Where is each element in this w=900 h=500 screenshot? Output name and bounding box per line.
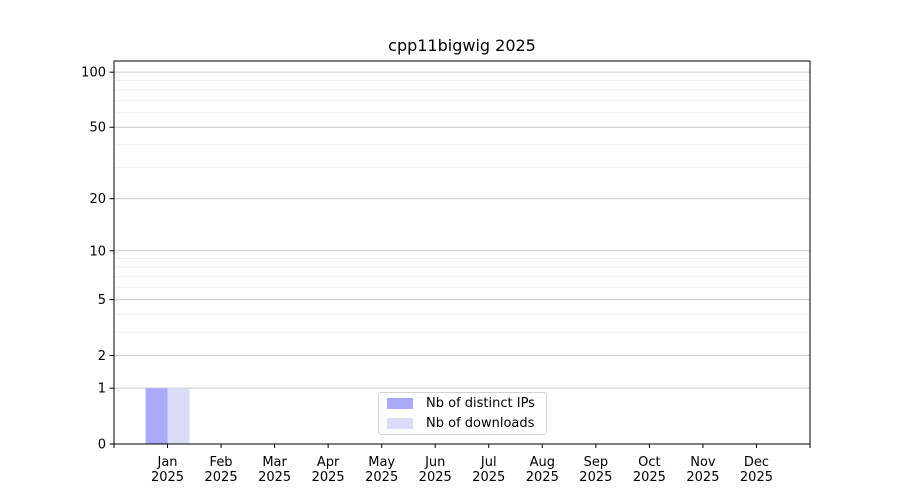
x-tick-label-year: 2025 — [472, 470, 505, 485]
x-tick-label-year: 2025 — [258, 470, 291, 485]
bar-series0-jan — [145, 388, 168, 444]
x-tick-label-year: 2025 — [365, 470, 398, 485]
x-tick-label-month: Nov — [690, 455, 716, 470]
x-tick-label-year: 2025 — [205, 470, 238, 485]
legend: Nb of distinct IPs Nb of downloads — [378, 392, 547, 435]
x-tick-label-year: 2025 — [419, 470, 452, 485]
x-tick-label-year: 2025 — [312, 470, 345, 485]
legend-label-distinct-ips: Nb of distinct IPs — [426, 396, 535, 411]
y-tick-label: 1 — [98, 382, 106, 397]
x-tick-label-month: Feb — [210, 455, 233, 470]
x-tick-label-year: 2025 — [579, 470, 612, 485]
x-tick-label-month: May — [368, 455, 395, 470]
x-tick-label-month: Apr — [317, 455, 340, 470]
chart-title: cpp11bigwig 2025 — [388, 36, 536, 55]
y-tick-label: 0 — [98, 438, 106, 453]
bar-series1-jan — [167, 388, 190, 444]
x-tick-label-year: 2025 — [740, 470, 773, 485]
legend-label-downloads: Nb of downloads — [426, 416, 535, 431]
y-tick-label: 20 — [89, 192, 106, 207]
legend-item-downloads: Nb of downloads — [379, 416, 546, 431]
x-tick-label-month: Mar — [262, 455, 287, 470]
x-tick-label-year: 2025 — [686, 470, 719, 485]
y-tick-label: 2 — [98, 349, 106, 364]
x-tick-label-month: Oct — [638, 455, 660, 470]
x-tick-label-year: 2025 — [633, 470, 666, 485]
y-tick-label: 100 — [81, 66, 106, 81]
axis-frame — [113, 60, 811, 445]
x-tick-label-month: Jul — [480, 455, 497, 470]
x-tick-label-month: Dec — [744, 455, 769, 470]
legend-swatch-distinct-ips — [387, 398, 413, 409]
x-tick-label-month: Jun — [424, 455, 445, 470]
x-tick-label-month: Sep — [584, 455, 609, 470]
x-tick-label-month: Jan — [157, 455, 178, 470]
x-tick-label-year: 2025 — [526, 470, 559, 485]
y-tick-label: 5 — [98, 293, 106, 308]
y-tick-label: 50 — [89, 121, 106, 136]
legend-item-distinct-ips: Nb of distinct IPs — [379, 396, 546, 411]
x-tick-label-year: 2025 — [151, 470, 184, 485]
legend-swatch-downloads — [387, 418, 413, 429]
x-tick-label-month: Aug — [530, 455, 555, 470]
y-tick-label: 10 — [89, 244, 106, 259]
